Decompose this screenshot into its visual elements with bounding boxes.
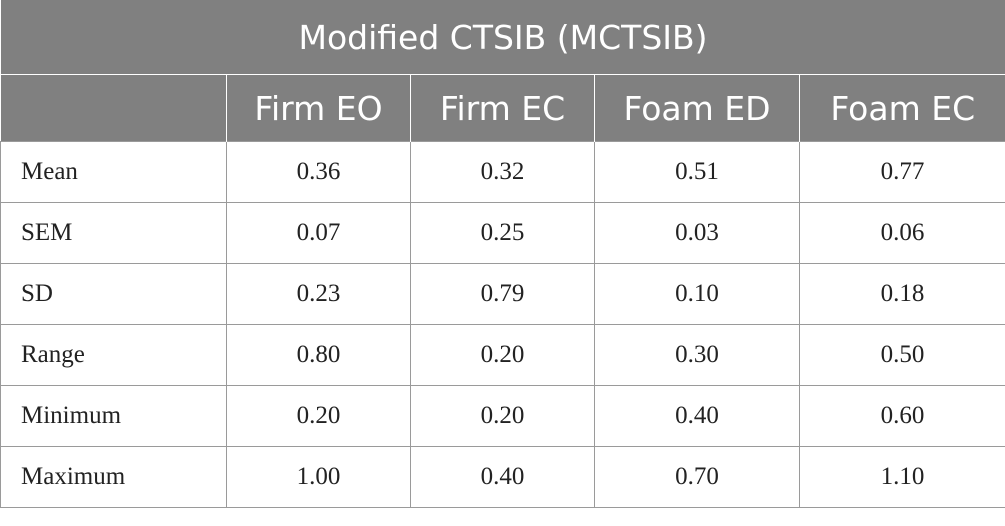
table-cell: 0.20 — [410, 324, 595, 386]
table-cell: 0.25 — [410, 202, 595, 264]
table-cell: 0.50 — [799, 324, 1005, 386]
table-cell: 0.03 — [594, 202, 800, 264]
table-cell: 0.30 — [594, 324, 800, 386]
table-cell: 0.51 — [594, 141, 800, 203]
table-cell: 0.80 — [226, 324, 411, 386]
table-cell: 0.70 — [594, 446, 800, 508]
table-cell: 0.60 — [799, 385, 1005, 447]
table-row: Range 0.80 0.20 0.30 0.50 — [0, 324, 1005, 386]
column-header-row: Firm EO Firm EC Foam ED Foam EC — [0, 74, 1005, 142]
table-cell: 1.10 — [799, 446, 1005, 508]
row-label: SD — [0, 263, 227, 325]
column-header: Foam EC — [799, 74, 1005, 142]
column-header: Firm EO — [226, 74, 411, 142]
title-row: Modified CTSIB (MCTSIB) — [0, 0, 1005, 75]
table-cell: 0.07 — [226, 202, 411, 264]
row-label: Minimum — [0, 385, 227, 447]
stats-table: Modified CTSIB (MCTSIB) Firm EO Firm EC … — [0, 0, 1005, 508]
table-cell: 0.20 — [226, 385, 411, 447]
table-row: Maximum 1.00 0.40 0.70 1.10 — [0, 446, 1005, 508]
table-cell: 0.40 — [410, 446, 595, 508]
table-cell: 0.32 — [410, 141, 595, 203]
row-label: SEM — [0, 202, 227, 264]
corner-cell — [0, 74, 227, 142]
table-cell: 0.20 — [410, 385, 595, 447]
table-cell: 0.79 — [410, 263, 595, 325]
table-cell: 1.00 — [226, 446, 411, 508]
table-cell: 0.06 — [799, 202, 1005, 264]
table-cell: 0.23 — [226, 263, 411, 325]
row-label: Mean — [0, 141, 227, 203]
table-row: Mean 0.36 0.32 0.51 0.77 — [0, 141, 1005, 203]
row-label: Maximum — [0, 446, 227, 508]
table-cell: 0.40 — [594, 385, 800, 447]
table-title: Modified CTSIB (MCTSIB) — [0, 0, 1005, 75]
table-cell: 0.77 — [799, 141, 1005, 203]
column-header: Foam ED — [594, 74, 800, 142]
table-cell: 0.36 — [226, 141, 411, 203]
table-row: Minimum 0.20 0.20 0.40 0.60 — [0, 385, 1005, 447]
table-row: SEM 0.07 0.25 0.03 0.06 — [0, 202, 1005, 264]
table-cell: 0.10 — [594, 263, 800, 325]
column-header: Firm EC — [410, 74, 595, 142]
table-cell: 0.18 — [799, 263, 1005, 325]
row-label: Range — [0, 324, 227, 386]
table-row: SD 0.23 0.79 0.10 0.18 — [0, 263, 1005, 325]
